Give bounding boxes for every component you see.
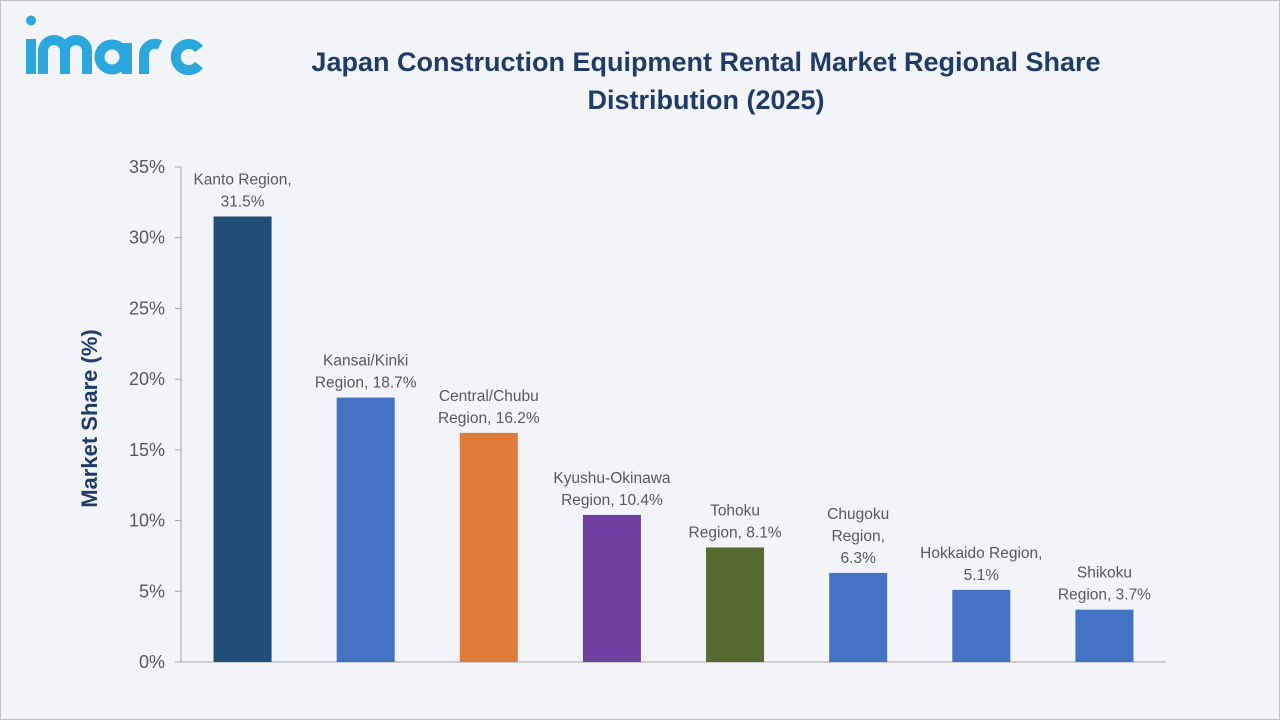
data-label: Hokkaido Region, 5.1%	[920, 545, 1042, 584]
y-tick-label: 25%	[129, 298, 165, 318]
data-label-line: Region, 18.7%	[315, 375, 417, 392]
data-label-line: Region, 10.4%	[561, 492, 663, 509]
data-label-line: Region, 16.2%	[438, 410, 540, 427]
data-label: Kansai/Kinki Region, 18.7%	[315, 353, 417, 392]
data-labels-group: Kanto Region, 31.5% Kansai/Kinki Region, 18…	[193, 172, 1151, 604]
logo-letter-a-stem	[122, 43, 132, 74]
chart-title: Japan Construction Equipment Rental Mark…	[251, 43, 1161, 119]
y-tick-label: 15%	[129, 440, 165, 460]
bar-hokkaido-region	[952, 589, 1011, 662]
data-label: Chugoku Region, 6.3%	[827, 506, 889, 567]
data-label-line: Central/Chubu	[439, 388, 539, 405]
data-label: Tohoku Region, 8.1%	[689, 502, 782, 541]
bar-tohoku-region	[706, 547, 765, 662]
imarc-logo	[26, 15, 203, 75]
data-label: Kanto Region, 31.5%	[193, 172, 291, 211]
data-label-line: Kansai/Kinki	[323, 353, 408, 370]
data-label-line: Chugoku	[827, 506, 889, 523]
data-label-line: Hokkaido Region,	[920, 545, 1042, 562]
bars-group	[213, 216, 1134, 662]
bar-chugoku-region	[829, 572, 888, 662]
bar-central-chubu-region	[459, 432, 518, 662]
data-label-line: 31.5%	[221, 194, 265, 211]
logo-letter-m	[38, 35, 92, 74]
data-label-line: Region,	[831, 528, 884, 545]
data-label-line: Region, 8.1%	[689, 524, 782, 541]
y-tick-label: 10%	[129, 511, 165, 531]
chart-title-line-1: Japan Construction Equipment Rental Mark…	[311, 47, 1101, 77]
data-label-line: Kyushu-Okinawa	[553, 470, 671, 487]
logo-dot	[26, 15, 36, 26]
data-label: Shikoku Region, 3.7%	[1058, 565, 1151, 604]
logo-letter-c	[170, 39, 203, 75]
chart-title-line-2: Distribution (2025)	[587, 85, 825, 115]
data-label-line: Shikoku	[1077, 565, 1132, 582]
bar-shikoku-region	[1075, 609, 1134, 662]
data-label-line: 6.3%	[841, 550, 877, 567]
y-tick-label: 30%	[129, 228, 165, 248]
y-axis-ticks: 0% 5% 10% 15% 20% 25% 30% 35%	[129, 157, 181, 672]
y-tick-label: 0%	[139, 652, 165, 672]
data-label: Kyushu-Okinawa Region, 10.4%	[553, 470, 671, 509]
logo-letter-r	[139, 38, 163, 74]
data-label: Central/Chubu Region, 16.2%	[438, 388, 540, 427]
bar-kyushu-okinawa-region	[582, 514, 641, 662]
data-label-line: Region, 3.7%	[1058, 587, 1151, 604]
data-label-line: Kanto Region,	[193, 172, 291, 189]
data-label-line: 5.1%	[964, 567, 1000, 584]
logo-letter-i	[26, 39, 36, 74]
data-label-line: Tohoku	[710, 502, 760, 519]
y-tick-label: 20%	[129, 369, 165, 389]
y-tick-label: 5%	[139, 581, 165, 601]
bar-kanto-region	[213, 216, 272, 662]
y-axis-title: Market Share (%)	[77, 329, 102, 508]
y-tick-label: 35%	[129, 157, 165, 177]
bar-kansai-kinki-region	[336, 397, 395, 662]
